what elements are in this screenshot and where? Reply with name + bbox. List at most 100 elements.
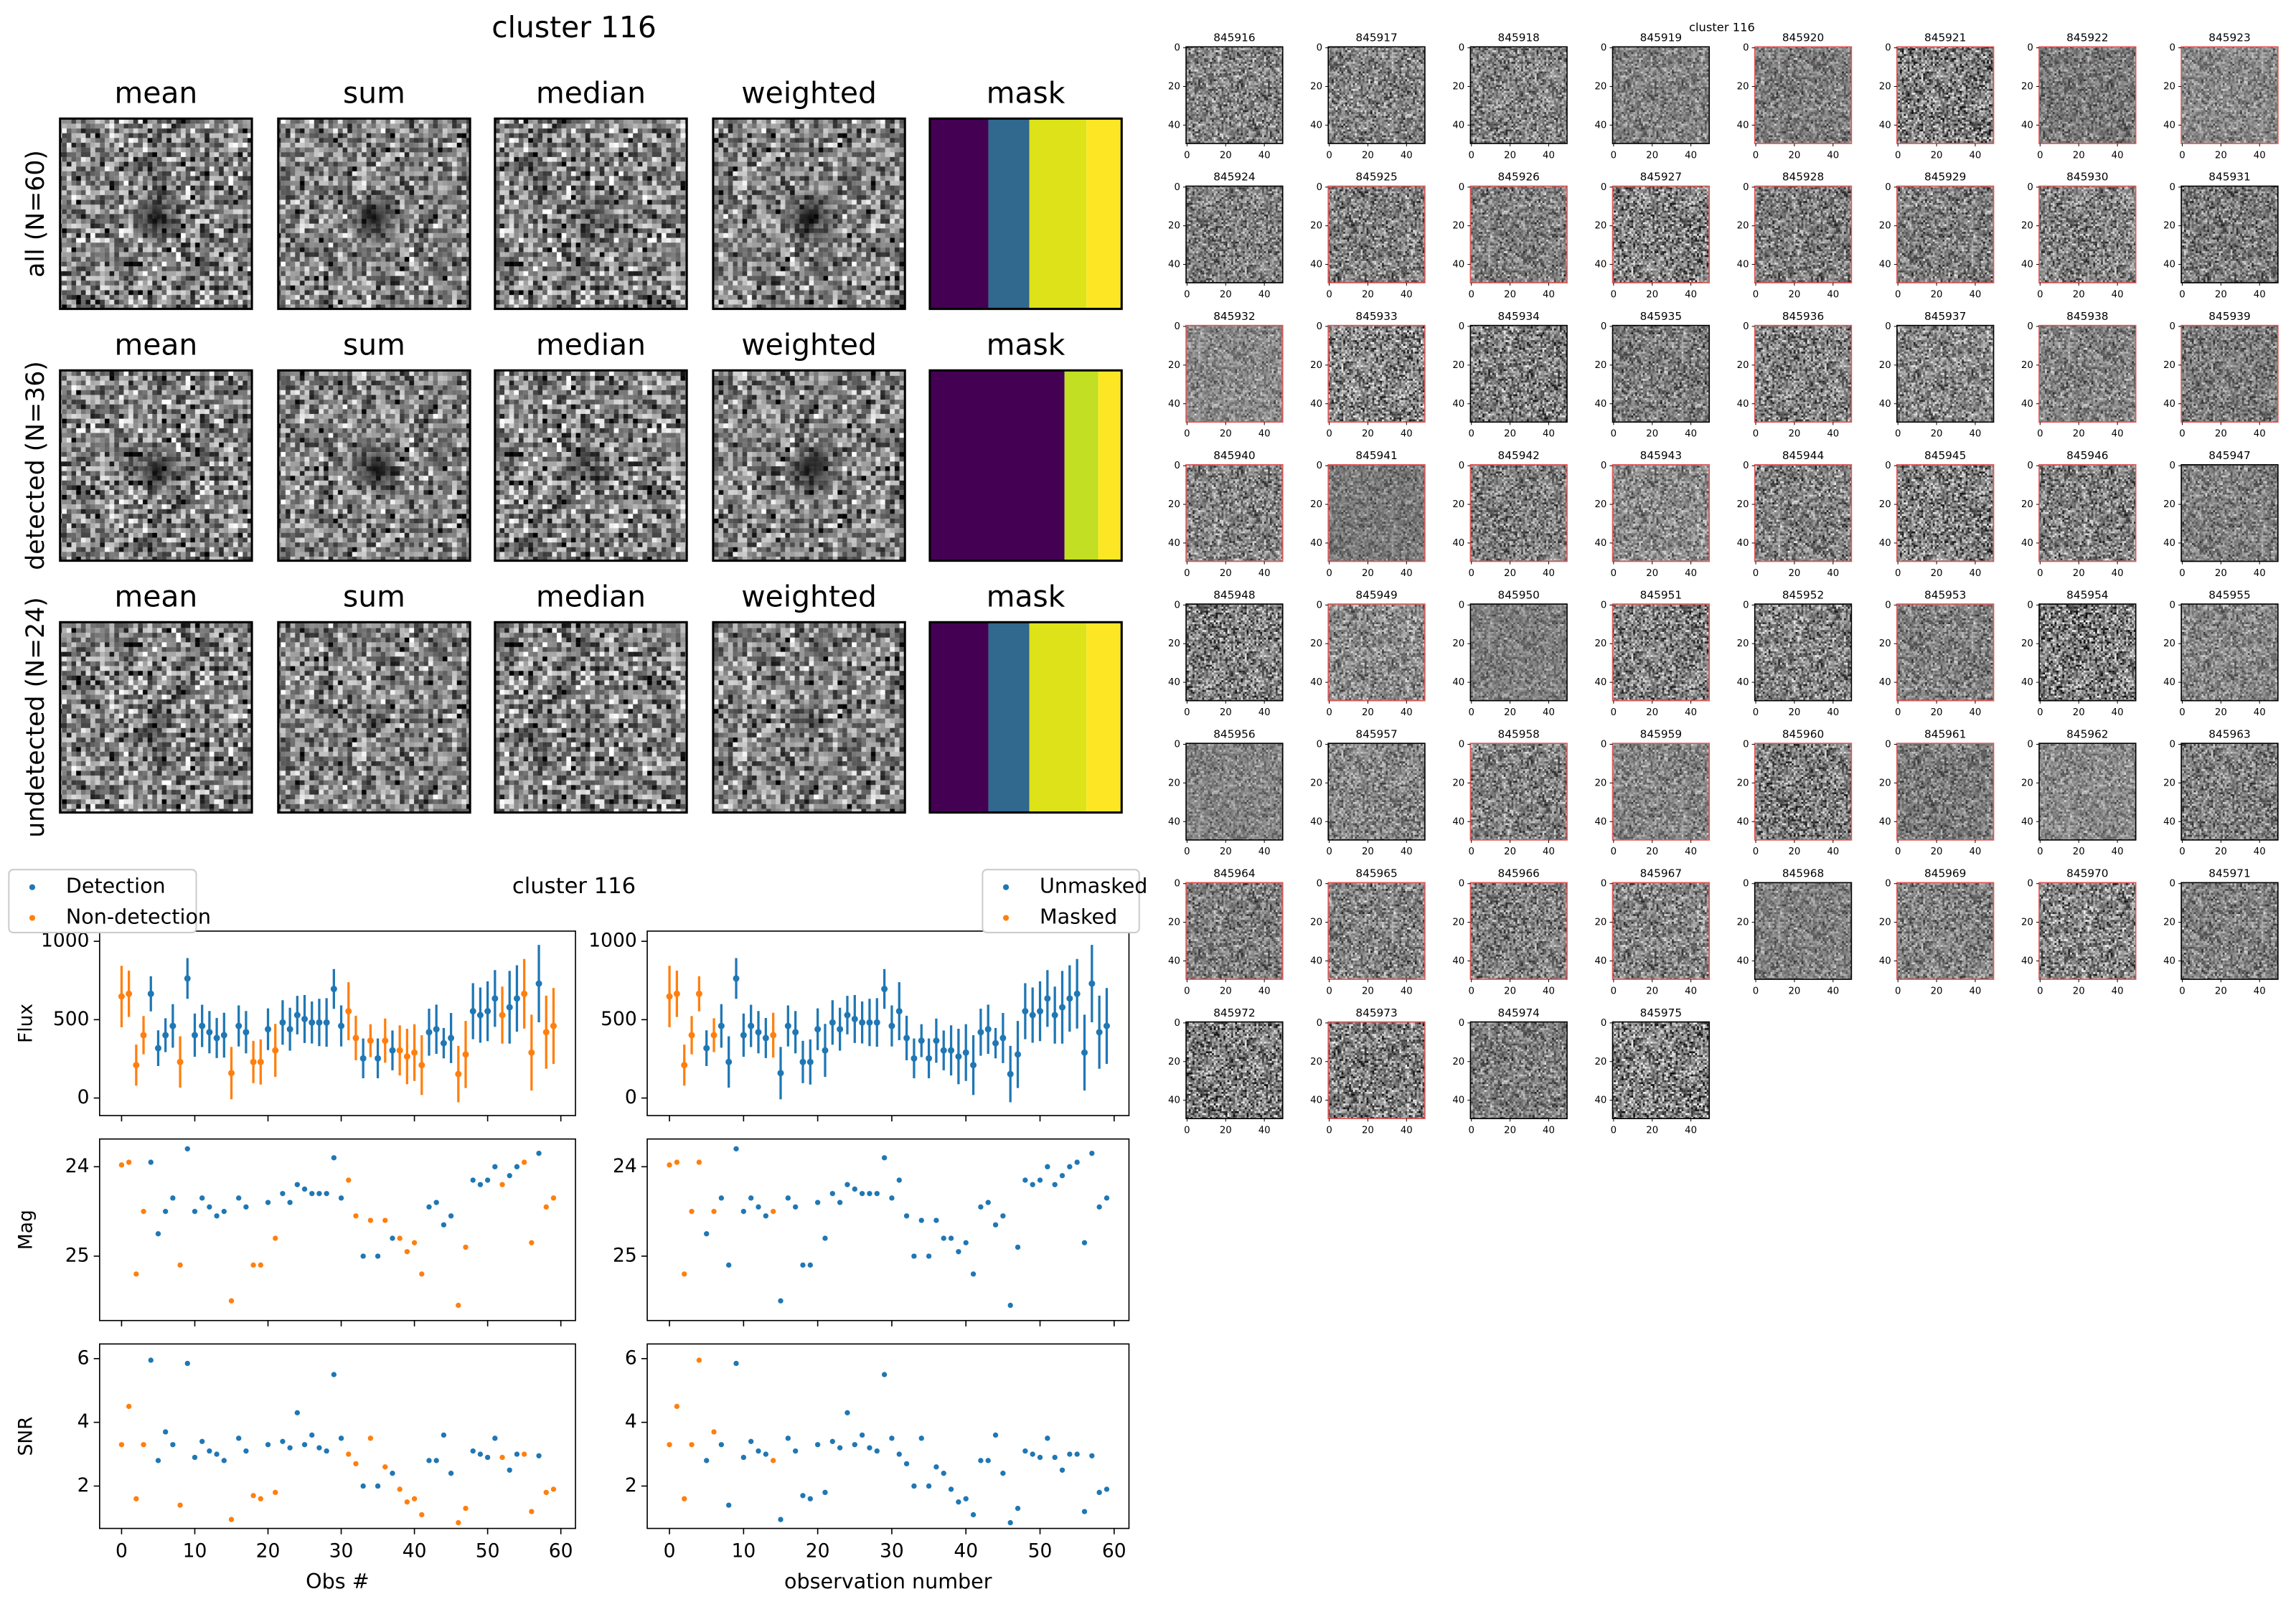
y-tick-label: 20 (2163, 360, 2175, 371)
legend-label: Masked (1040, 905, 1117, 929)
x-tick-label: 40 (954, 1540, 978, 1562)
data-point (184, 1146, 190, 1152)
y-tick-label: 0 (2170, 321, 2175, 332)
data-point (1007, 1070, 1014, 1078)
data-point (778, 1517, 784, 1522)
source-blob (789, 701, 831, 742)
x-tick-label: 0 (1184, 847, 1190, 857)
y-tick-label: 40 (1452, 538, 1464, 549)
mask-band (1029, 118, 1087, 309)
image-frame (712, 117, 906, 311)
cutout-id: 845947 (2208, 449, 2250, 462)
data-point (1015, 1244, 1021, 1250)
data-point (970, 1062, 977, 1069)
x-tick-label: 10 (731, 1540, 756, 1562)
y-tick-label: 40 (1310, 677, 1322, 688)
x-tick-label: 40 (1970, 150, 1982, 161)
cutout-frame (2180, 603, 2279, 702)
cutout-image (1896, 186, 1994, 283)
y-tick-label: 0 (1743, 879, 1749, 890)
panel-title: weighted (741, 76, 877, 110)
y-tick-label: 0 (1459, 879, 1464, 890)
data-point (822, 1235, 828, 1241)
x-tick-label: 20 (1220, 1126, 1232, 1136)
data-point (1081, 1049, 1088, 1056)
data-point (1067, 1451, 1073, 1457)
x-tick-label: 40 (1258, 707, 1271, 718)
data-point (536, 1453, 542, 1458)
mask-band (1029, 622, 1087, 813)
cutout-image (1754, 464, 1852, 562)
x-tick-label: 0 (2037, 289, 2043, 300)
cutout-id: 845916 (1213, 32, 1255, 44)
cutout-frame (2038, 46, 2137, 144)
data-point (726, 1262, 732, 1268)
y-tick-label: 40 (1737, 120, 1749, 131)
y-tick-label: 40 (1452, 1095, 1464, 1106)
data-point (448, 1034, 455, 1042)
image-frame (59, 621, 253, 814)
data-point (207, 1204, 212, 1210)
y-tick-label: 0 (1174, 600, 1180, 610)
x-tick-label: 0 (2179, 150, 2185, 161)
y-tick-label: 40 (1310, 816, 1322, 827)
x-tick-label: 60 (549, 1540, 573, 1562)
x-tick-label: 0 (1326, 986, 1332, 996)
data-point (330, 986, 337, 993)
data-point (962, 1049, 969, 1056)
data-point (955, 1053, 962, 1060)
data-point (1089, 1150, 1095, 1156)
y-tick-label: 0 (1601, 600, 1606, 610)
y-tick-label: 0 (1885, 461, 1891, 471)
row-label: all (N=60) (22, 150, 50, 278)
data-point (770, 1458, 776, 1463)
image-frame (59, 369, 253, 562)
y-tick-label: 0 (1601, 461, 1606, 471)
cutout-frame (1327, 882, 1426, 980)
y-tick-label: 0 (1885, 879, 1891, 890)
y-tick-label: 20 (1737, 360, 1749, 371)
data-point (184, 1360, 190, 1367)
data-point (844, 1182, 850, 1187)
source-blob (780, 189, 839, 248)
cutout-frame (1469, 742, 1568, 841)
x-tick-label: 20 (1646, 150, 1658, 161)
data-point (177, 1058, 184, 1065)
x-tick-label: 20 (1504, 1126, 1516, 1136)
data-point (703, 1045, 710, 1052)
y-tick-label: 20 (1879, 82, 1891, 93)
data-point (814, 1199, 821, 1205)
cutout-frame (1612, 185, 1711, 283)
y-tick-label: 20 (1737, 918, 1749, 928)
y-tick-label: 20 (1452, 499, 1464, 510)
data-point (514, 1451, 520, 1457)
y-tick-label: 40 (1879, 399, 1891, 410)
data-point (250, 1493, 256, 1499)
data-point (718, 1022, 725, 1029)
legend-box (982, 869, 1140, 933)
data-point (470, 1448, 476, 1454)
y-tick-label: 40 (1879, 260, 1891, 270)
y-tick-label: 500 (601, 1008, 637, 1030)
data-point (273, 1489, 278, 1496)
cutout-image (1612, 1022, 1710, 1119)
cutout-id: 845959 (1640, 727, 1682, 740)
y-tick-label: 0 (1317, 879, 1322, 890)
y-tick-label: 20 (1737, 221, 1749, 232)
x-tick-label: 20 (806, 1540, 830, 1562)
data-point (477, 1182, 484, 1187)
x-tick-label: 20 (2073, 707, 2085, 718)
x-tick-label: 40 (1543, 150, 1555, 161)
cutout-id: 845926 (1498, 171, 1540, 184)
y-axis-label: SNR (14, 1416, 37, 1456)
data-point (1045, 1164, 1050, 1170)
data-point (404, 1499, 410, 1505)
y-tick-label: 20 (1310, 918, 1322, 928)
mask-band (1086, 118, 1122, 309)
data-point (141, 1442, 146, 1448)
data-point (682, 1496, 687, 1502)
cutout-id: 845933 (1355, 310, 1397, 323)
data-point (243, 1029, 250, 1036)
x-tick-label: 40 (1401, 150, 1413, 161)
x-tick-label: 0 (2037, 150, 2043, 161)
